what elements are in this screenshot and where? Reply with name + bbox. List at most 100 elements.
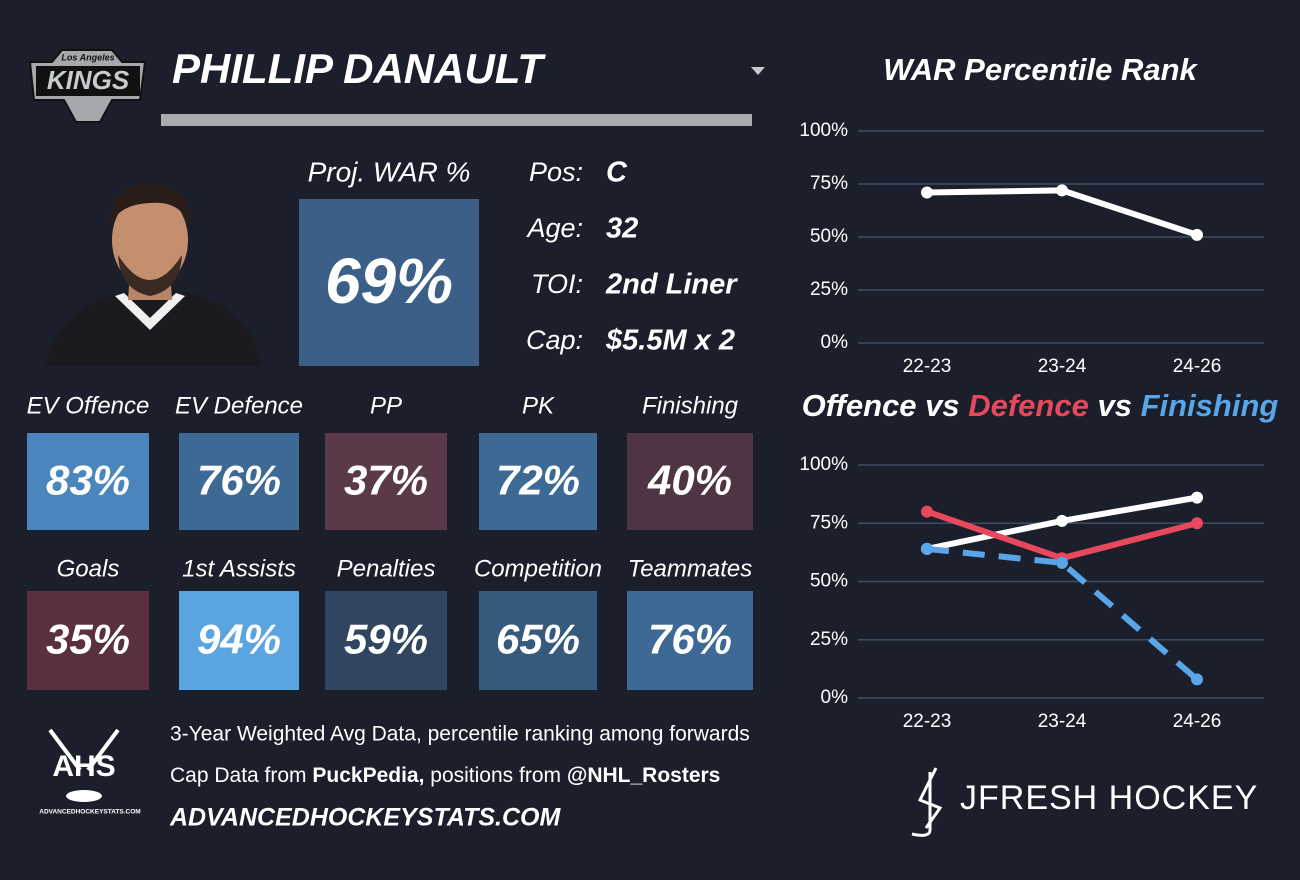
ahs-main: AHS	[52, 750, 115, 783]
tile-label: PK	[522, 392, 555, 419]
chart-title: Offence vs Defence vs Finishing	[802, 388, 1279, 423]
tile-label: PP	[370, 392, 402, 419]
divider-bar	[161, 114, 752, 126]
team-logo: Los Angeles KINGS	[28, 49, 147, 123]
tile-label: Goals	[57, 555, 120, 582]
legend-entry: Defence	[968, 388, 1089, 423]
tile-value: 59%	[344, 616, 428, 663]
line-chart: Offence vs Defence vs Finishing 0% 25% 50% 7…	[799, 388, 1278, 732]
tile	[179, 591, 299, 690]
point	[1191, 228, 1203, 241]
tile	[627, 591, 753, 690]
proj-war-label: Proj. WAR %	[308, 156, 471, 187]
brand-logo	[911, 767, 943, 837]
tile-label: Teammates	[628, 555, 753, 582]
tile-label: Competition	[474, 555, 602, 582]
bio-label: Cap:	[526, 325, 583, 355]
footer-text: Cap Data from	[170, 764, 312, 787]
title-joiner: vs	[917, 388, 969, 423]
bio-value: C	[606, 157, 628, 189]
y-tick-label: 0%	[821, 332, 849, 353]
ahs-sub: ADVANCEDHOCKEYSTATS.COM	[39, 809, 140, 816]
brand-name: JFRESH HOCKEY	[960, 779, 1258, 817]
stat-tiles: EV Offence 83% EV Defence 76% PP 37% PK 72% Fini…	[27, 392, 753, 690]
footer-text: positions from	[424, 764, 566, 787]
proj-war-value: 69%	[325, 245, 453, 317]
x-tick-label: 23-24	[1038, 356, 1087, 377]
tile	[325, 591, 447, 690]
bio-label: TOI:	[531, 269, 583, 299]
x-tick-label: 22-23	[903, 356, 952, 377]
bio-label: Age:	[525, 213, 583, 243]
tile-value: 65%	[496, 616, 580, 663]
ahs-logo: AHS ADVANCEDHOCKEYSTATS.COM	[39, 728, 141, 816]
y-tick-label: 75%	[810, 173, 848, 194]
proj-war: Proj. WAR % 69%	[299, 156, 479, 366]
point	[1056, 184, 1068, 197]
point	[921, 542, 933, 555]
bio-value: $5.5M x 2	[605, 325, 735, 357]
point	[1191, 517, 1203, 530]
tile	[479, 433, 597, 530]
y-tick-label: 75%	[810, 512, 848, 533]
tile-label: EV Defence	[175, 392, 303, 419]
point	[1191, 673, 1203, 686]
x-tick-label: 22-23	[903, 711, 952, 732]
tile-value: 40%	[647, 457, 732, 504]
y-tick-label: 0%	[821, 687, 849, 708]
point	[1056, 514, 1068, 527]
tile-value: 83%	[46, 457, 130, 504]
tile	[479, 591, 597, 690]
y-tick-label: 100%	[799, 454, 848, 475]
tile-value: 76%	[197, 457, 281, 504]
footer-line1: 3-Year Weighted Avg Data, percentile ran…	[170, 723, 750, 746]
point	[921, 505, 933, 518]
charts: WAR Percentile Rank 0% 25% 50% 75% 100% 22-23 2…	[799, 52, 1278, 732]
player-photo	[45, 183, 262, 366]
y-tick-label: 50%	[810, 571, 848, 592]
bio-label: Pos:	[529, 157, 583, 187]
tile-value: 35%	[46, 616, 130, 663]
tile-value: 72%	[496, 457, 580, 504]
tile-label: EV Offence	[27, 392, 150, 419]
footer-link[interactable]: @NHL_Rosters	[567, 764, 721, 787]
y-tick-label: 100%	[799, 120, 848, 141]
series-line	[926, 545, 1199, 682]
legend-entry: Offence	[802, 388, 917, 423]
point	[921, 186, 933, 199]
tile	[325, 433, 447, 530]
bio-value: 32	[606, 213, 638, 245]
logo-main: KINGS	[47, 65, 130, 95]
dropdown-arrow[interactable]	[751, 67, 765, 75]
logo-top: Los Angeles	[61, 52, 114, 62]
y-tick-label: 25%	[810, 279, 848, 300]
bio-value: 2nd Liner	[605, 269, 738, 301]
footer-site[interactable]: ADVANCEDHOCKEYSTATS.COM	[169, 804, 561, 832]
line-chart: WAR Percentile Rank 0% 25% 50% 75% 100% 22-23 2…	[799, 52, 1264, 377]
y-tick-label: 25%	[810, 629, 848, 650]
footer-link[interactable]: PuckPedia,	[312, 764, 424, 787]
tile-label: Penalties	[337, 555, 436, 582]
tile-value: 37%	[344, 457, 428, 504]
tile-value: 76%	[648, 616, 732, 663]
point	[1191, 491, 1203, 504]
tile	[27, 433, 149, 530]
tile-label: 1st Assists	[182, 555, 296, 582]
footer-line2: Cap Data from PuckPedia, positions from …	[170, 764, 720, 787]
title-joiner: vs	[1089, 388, 1141, 423]
point	[1056, 556, 1068, 569]
tile	[627, 433, 753, 530]
x-tick-label: 24-26	[1173, 356, 1222, 377]
tile-value: 94%	[197, 616, 281, 663]
chart-title: WAR Percentile Rank	[883, 52, 1198, 87]
player-name: PHILLIP DANAULT	[172, 45, 546, 92]
x-tick-label: 24-26	[1173, 711, 1222, 732]
tile	[27, 591, 149, 690]
x-tick-label: 23-24	[1038, 711, 1087, 732]
legend-entry: Finishing	[1141, 388, 1279, 423]
tile-label: Finishing	[642, 392, 739, 419]
proj-war-tile	[299, 199, 479, 366]
y-tick-label: 50%	[810, 226, 848, 247]
bio: Pos: C Age: 32 TOI: 2nd Liner Cap: $5.5M x 2	[525, 157, 738, 357]
